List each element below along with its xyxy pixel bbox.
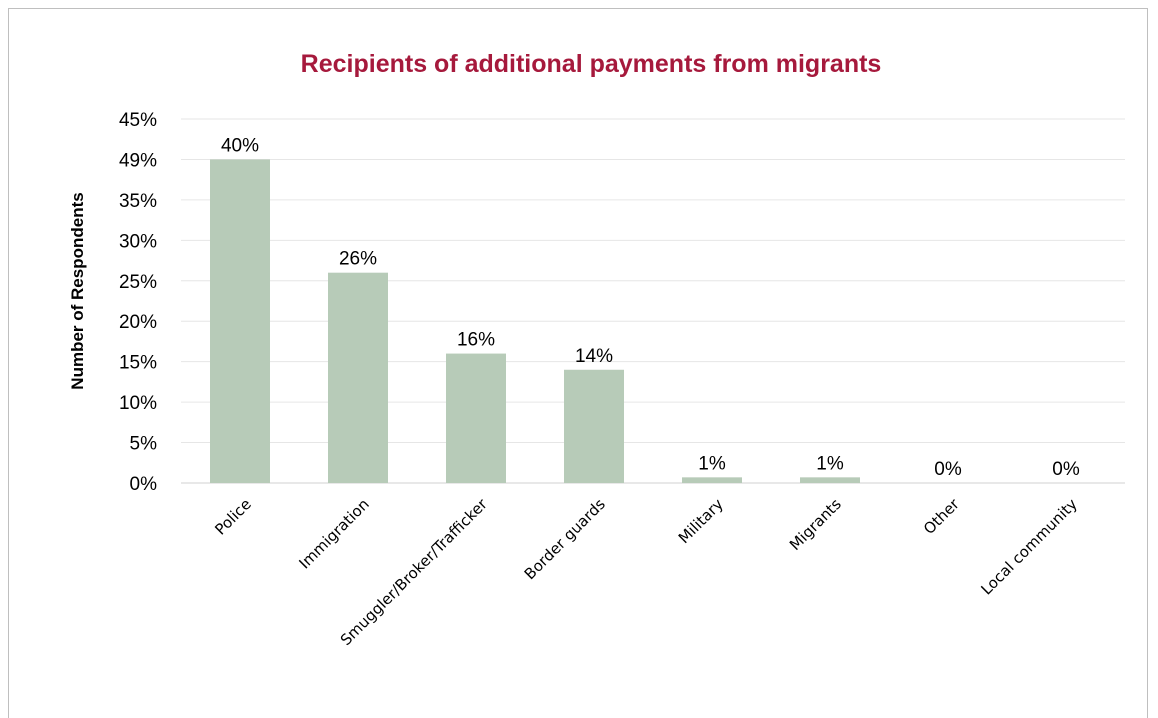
- data-label: 0%: [934, 459, 962, 480]
- category-label: Police: [211, 495, 254, 538]
- data-label: 1%: [698, 453, 726, 474]
- y-tick-label: 0%: [130, 474, 158, 495]
- y-tick-label: 15%: [119, 353, 157, 374]
- y-tick-label: 20%: [119, 312, 157, 333]
- category-label: Migrants: [786, 495, 845, 554]
- bars: [210, 159, 860, 483]
- data-label: 40%: [221, 135, 259, 156]
- y-tick-label: 5%: [130, 434, 158, 455]
- category-label: Military: [675, 495, 727, 547]
- chart-frame: Recipients of additional payments from m…: [8, 8, 1148, 718]
- data-label: 1%: [816, 453, 844, 474]
- data-labels: 40% 26% 16% 14% 1% 1% 0% 0%: [221, 135, 1080, 480]
- data-label: 0%: [1052, 459, 1080, 480]
- category-label: Immigration: [295, 495, 372, 572]
- bar: [328, 272, 388, 483]
- category-label: Other: [920, 495, 963, 538]
- data-label: 26%: [339, 249, 377, 270]
- y-tick-label: 45%: [119, 110, 157, 131]
- category-label: Local community: [977, 495, 1080, 598]
- y-axis-ticks: 0% 5% 10% 15% 20% 25% 30% 35% 49% 45%: [119, 110, 157, 495]
- data-label: 16%: [457, 330, 495, 351]
- y-axis-label: Number of Respondents: [68, 192, 87, 389]
- chart-title: Recipients of additional payments from m…: [301, 50, 882, 78]
- bar: [210, 159, 270, 483]
- category-label: Border guards: [521, 495, 609, 583]
- y-tick-label: 49%: [119, 150, 157, 171]
- y-tick-label: 30%: [119, 231, 157, 252]
- y-tick-label: 25%: [119, 272, 157, 293]
- x-axis-categories: Police ImmigrationSmuggler/Broker/Traffic…: [211, 495, 1081, 650]
- data-label: 14%: [575, 346, 613, 367]
- bar: [446, 353, 506, 483]
- bar-chart: Recipients of additional payments from m…: [68, 50, 1125, 650]
- y-tick-label: 10%: [119, 393, 157, 414]
- y-tick-label: 35%: [119, 191, 157, 212]
- bar: [564, 369, 624, 483]
- gridlines: [181, 118, 1125, 484]
- bar: [800, 477, 860, 483]
- bar: [682, 477, 742, 483]
